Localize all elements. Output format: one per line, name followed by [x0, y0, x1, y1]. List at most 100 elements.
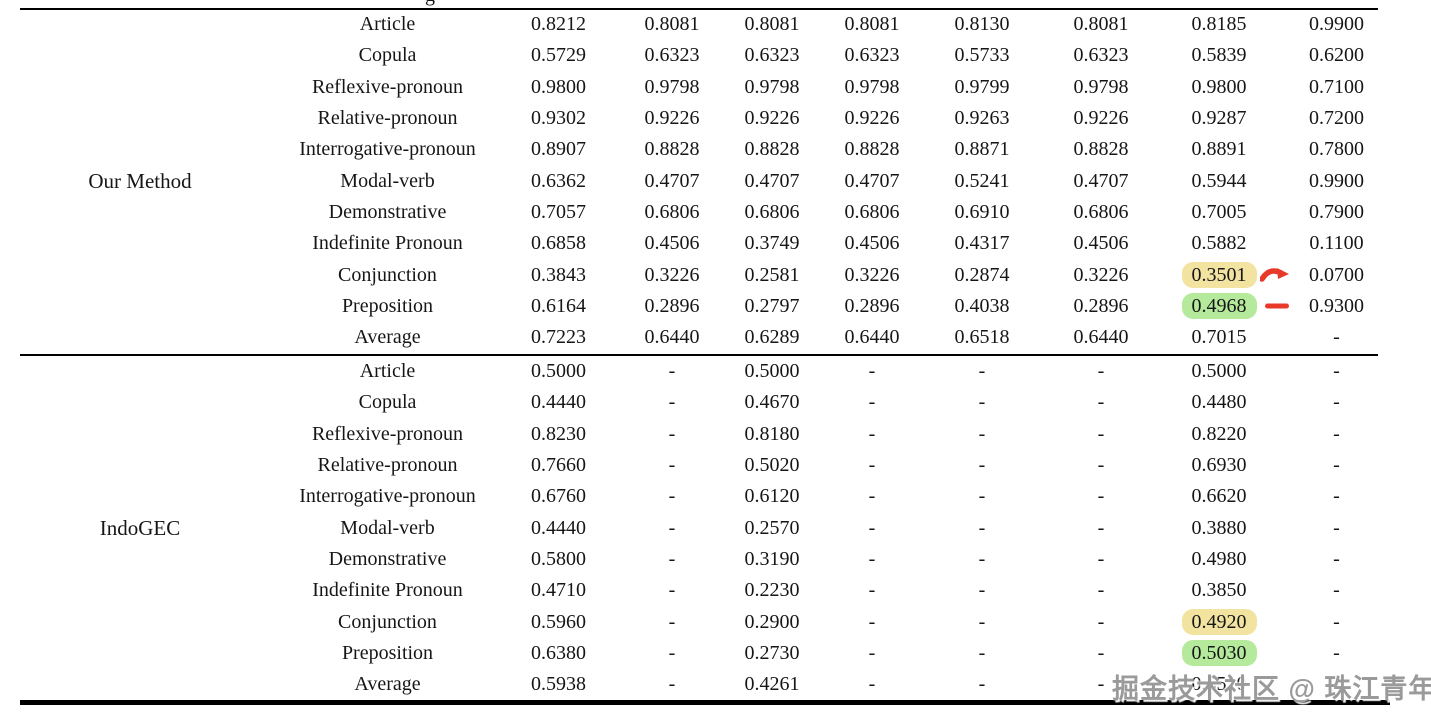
value-text: 0.9799: [954, 75, 1010, 98]
value-text: 0.8907: [531, 138, 586, 161]
value-cell: 0.7057: [495, 197, 622, 228]
value-text: 0.3843: [531, 263, 586, 286]
value-cell: 0.8828: [1042, 134, 1160, 165]
value-text: 0.2896: [644, 294, 700, 317]
value-cell: 0.7200: [1278, 103, 1395, 134]
value-text: -: [978, 360, 986, 383]
value-text: 0.9900: [1309, 169, 1364, 192]
value-text: 0.5000: [1191, 360, 1247, 383]
value-cell: 0.2230: [722, 575, 822, 606]
value-cell: -: [1042, 450, 1160, 481]
value-cell: 0.8907: [495, 134, 622, 165]
value-text: -: [668, 360, 676, 383]
value-text: 0.9226: [644, 107, 700, 130]
value-cell: -: [622, 387, 722, 418]
value-text: 0.4707: [844, 169, 900, 192]
value-cell: -: [922, 575, 1042, 606]
value-cell: 0.4440: [495, 512, 622, 543]
value-text: 0.6200: [1309, 44, 1364, 67]
value-text: 0.2570: [744, 516, 800, 539]
value-cell: 0.5000: [722, 356, 822, 387]
value-cell: 0.6910: [922, 197, 1042, 228]
value-cell: -: [922, 606, 1042, 637]
value-text: 0.6930: [1191, 454, 1247, 477]
value-cell: 0.7660: [495, 450, 622, 481]
value-cell: 0.5800: [495, 544, 622, 575]
value-cell: 0.5020: [722, 450, 822, 481]
value-cell: 0.9302: [495, 103, 622, 134]
value-text: 0.6518: [954, 326, 1010, 349]
value-cell: -: [922, 356, 1042, 387]
category-cell: Indefinite Pronoun: [312, 232, 463, 255]
value-cell: 0.9263: [922, 103, 1042, 134]
value-text: -: [1333, 547, 1340, 570]
value-text: 0.3749: [744, 232, 800, 255]
value-cell: -: [622, 512, 722, 543]
group-label-our-method: Our Method: [88, 168, 192, 193]
value-cell: 0.9798: [1042, 72, 1160, 103]
value-cell: 0.4707: [722, 165, 822, 196]
category-cell: Preposition: [341, 294, 434, 317]
value-cell: 0.6289: [722, 322, 822, 353]
value-cell: -: [922, 481, 1042, 512]
value-text: 0.9798: [644, 75, 700, 98]
value-cell: 0.6200: [1278, 40, 1395, 71]
value-cell: 0.8220: [1160, 419, 1278, 450]
value-text: 0.2896: [844, 294, 900, 317]
value-text: -: [868, 360, 876, 383]
value-cell: 0.5960: [495, 606, 622, 637]
value-cell: -: [1042, 481, 1160, 512]
value-text: 0.4707: [1073, 169, 1129, 192]
value-text: 0.9798: [844, 75, 900, 98]
value-text: 0.9263: [954, 107, 1010, 130]
value-text: -: [668, 454, 676, 477]
value-cell: -: [1042, 387, 1160, 418]
value-cell: 0.8081: [1042, 9, 1160, 40]
value-text: 0.8081: [744, 13, 800, 36]
value-cell: -: [822, 481, 922, 512]
value-text: -: [868, 547, 876, 570]
value-text: -: [868, 673, 876, 696]
value-text: 0.8081: [644, 13, 700, 36]
value-text: 0.8180: [744, 422, 800, 445]
value-text: -: [668, 485, 676, 508]
value-cell: 0.4710: [495, 575, 622, 606]
value-text: 0.4506: [644, 232, 700, 255]
value-cell: -: [1278, 356, 1395, 387]
value-cell: 0.5944: [1160, 165, 1278, 196]
value-text: 0.2896: [1073, 294, 1129, 317]
value-cell: -: [622, 356, 722, 387]
category-cell: Reflexive-pronoun: [311, 422, 464, 445]
value-text: 0.5938: [531, 673, 586, 696]
value-cell: 0.4707: [622, 165, 722, 196]
value-cell: 0.2730: [722, 638, 822, 669]
value-text: 0.8220: [1191, 422, 1247, 445]
value-text: -: [668, 547, 676, 570]
value-cell: 0.5729: [495, 40, 622, 71]
value-cell: -: [622, 419, 722, 450]
value-cell: 0.9226: [822, 103, 922, 134]
value-cell: -: [1042, 669, 1160, 700]
value-cell: 0.3749: [722, 228, 822, 259]
value-cell: 0.8212: [495, 9, 622, 40]
value-cell: 0.2896: [1042, 291, 1160, 322]
value-text: -: [1097, 579, 1105, 602]
table-section-our-method: Our Method Article 0.8212 0.8081 0.8081 0.808…: [0, 9, 1395, 353]
cropped-header-remnant: g: [425, 0, 445, 7]
value-text: -: [868, 485, 876, 508]
value-text: 0.4710: [531, 579, 586, 602]
value-text: 0.9800: [1191, 75, 1247, 98]
value-text: 0.3226: [844, 263, 900, 286]
value-text: 0.6380: [531, 641, 586, 664]
value-text: -: [1333, 516, 1340, 539]
value-cell: 0.9900: [1278, 9, 1395, 40]
value-cell: 0.6806: [1042, 197, 1160, 228]
value-text: -: [868, 422, 876, 445]
value-text: 0.5960: [531, 610, 586, 633]
value-cell: 0.6930: [1160, 450, 1278, 481]
value-text: 0.6440: [644, 326, 700, 349]
value-text: 0.7200: [1309, 107, 1364, 130]
value-cell: 0.3226: [622, 259, 722, 290]
value-cell: 0.9226: [1042, 103, 1160, 134]
value-text: -: [1097, 547, 1105, 570]
